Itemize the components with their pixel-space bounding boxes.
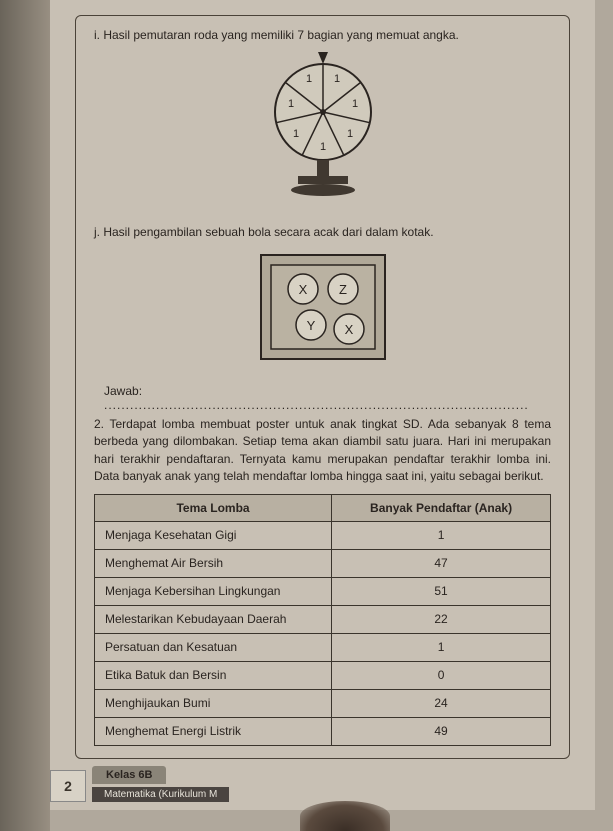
question-item-j: j. Hasil pengambilan sebuah bola secara …	[94, 225, 551, 239]
cell-theme: Persatuan dan Kesatuan	[95, 633, 332, 661]
header-theme: Tema Lomba	[95, 494, 332, 521]
jawab-label: Jawab:	[104, 384, 142, 398]
cell-theme: Menghemat Air Bersih	[95, 549, 332, 577]
wheel-seg-6: 1	[305, 73, 311, 85]
item-j-label: j.	[94, 225, 100, 239]
page-number: 2	[50, 770, 86, 802]
table-row: Etika Batuk dan Bersin0	[95, 661, 551, 689]
wheel-icon: 1 1 1 1 1 1 1	[258, 52, 388, 202]
cell-count: 22	[332, 605, 551, 633]
cell-count: 47	[332, 549, 551, 577]
pendaftar-table: Tema Lomba Banyak Pendaftar (Anak) Menja…	[94, 494, 551, 746]
footer-labels: Kelas 6B Matematika (Kurikulum M	[92, 765, 229, 802]
cell-count: 1	[332, 633, 551, 661]
cell-theme: Menghijaukan Bumi	[95, 689, 332, 717]
table-row: Menghijaukan Bumi24	[95, 689, 551, 717]
wheel-seg-2: 1	[346, 128, 352, 140]
page-footer: 2 Kelas 6B Matematika (Kurikulum M	[50, 765, 595, 802]
box-icon: X Z Y X	[253, 247, 393, 367]
ball-0: X	[298, 282, 307, 297]
table-row: Menghemat Energi Listrik49	[95, 717, 551, 745]
wheel-figure: 1 1 1 1 1 1 1	[94, 52, 551, 207]
q2-text: Terdapat lomba membuat poster untuk anak…	[94, 417, 551, 483]
table-header-row: Tema Lomba Banyak Pendaftar (Anak)	[95, 494, 551, 521]
cell-count: 24	[332, 689, 551, 717]
table-row: Melestarikan Kebudayaan Daerah22	[95, 605, 551, 633]
cell-theme: Menjaga Kesehatan Gigi	[95, 521, 332, 549]
cell-theme: Etika Batuk dan Bersin	[95, 661, 332, 689]
table-row: Persatuan dan Kesatuan1	[95, 633, 551, 661]
wheel-seg-0: 1	[333, 73, 339, 85]
cell-count: 51	[332, 577, 551, 605]
book-spine	[0, 0, 50, 831]
thumb-shadow	[300, 801, 390, 831]
cell-theme: Menjaga Kebersihan Lingkungan	[95, 577, 332, 605]
box-figure: X Z Y X	[94, 247, 551, 372]
content-box: i. Hasil pemutaran roda yang memiliki 7 …	[75, 15, 570, 759]
cell-count: 0	[332, 661, 551, 689]
wheel-seg-3: 1	[319, 141, 325, 153]
question-2: 2. Terdapat lomba membuat poster untuk a…	[94, 416, 551, 486]
jawab-dots: ........................................…	[104, 398, 529, 412]
cell-theme: Melestarikan Kebudayaan Daerah	[95, 605, 332, 633]
table-row: Menjaga Kesehatan Gigi1	[95, 521, 551, 549]
matematika-tab: Matematika (Kurikulum M	[92, 787, 229, 802]
item-j-text: Hasil pengambilan sebuah bola secara aca…	[103, 225, 433, 239]
item-i-label: i.	[94, 28, 100, 42]
wheel-seg-1: 1	[351, 98, 357, 110]
wheel-seg-4: 1	[292, 128, 298, 140]
item-i-text: Hasil pemutaran roda yang memiliki 7 bag…	[103, 28, 459, 42]
q2-number: 2.	[94, 417, 104, 431]
kelas-tab: Kelas 6B	[92, 766, 166, 784]
table-row: Menghemat Air Bersih47	[95, 549, 551, 577]
ball-3: X	[344, 322, 353, 337]
jawab-line: Jawab: .................................…	[104, 384, 551, 412]
cell-count: 49	[332, 717, 551, 745]
header-count: Banyak Pendaftar (Anak)	[332, 494, 551, 521]
page: i. Hasil pemutaran roda yang memiliki 7 …	[50, 0, 595, 810]
wheel-seg-5: 1	[287, 98, 293, 110]
cell-count: 1	[332, 521, 551, 549]
ball-2: Y	[306, 318, 315, 333]
question-item-i: i. Hasil pemutaran roda yang memiliki 7 …	[94, 28, 551, 42]
cell-theme: Menghemat Energi Listrik	[95, 717, 332, 745]
table-row: Menjaga Kebersihan Lingkungan51	[95, 577, 551, 605]
ball-1: Z	[339, 282, 347, 297]
